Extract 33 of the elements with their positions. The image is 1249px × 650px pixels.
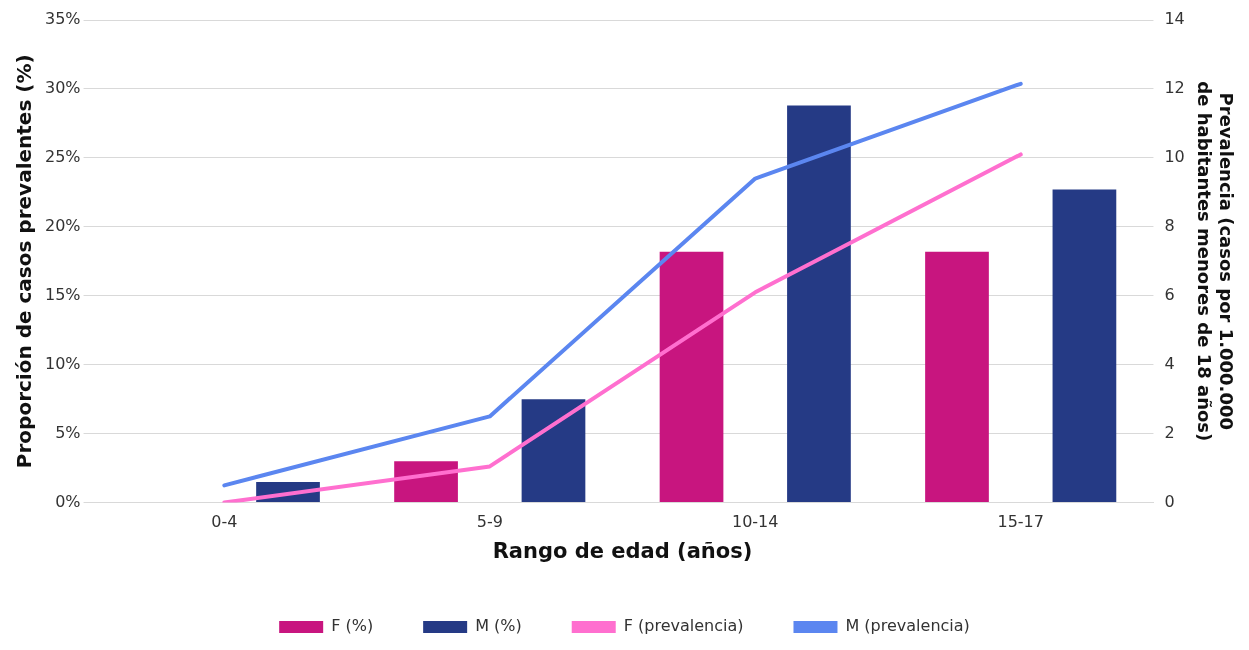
y2-axis-title: Prevalencia (casos por 1.000.000 de habitantes menores de 18 años) — [1193, 81, 1237, 442]
y-tick-label: 0% — [55, 491, 81, 511]
legend-label: F (%) — [331, 616, 374, 636]
y-axis-title: Proporción de casos prevalentes (%) — [12, 54, 37, 469]
y2-tick-label: 14 — [1164, 9, 1185, 29]
x-tick-label: 0-4 — [211, 512, 238, 532]
bar — [659, 251, 724, 503]
legend-label: F (prevalencia) — [623, 616, 744, 636]
y-tick-label: 10% — [45, 353, 81, 373]
y2-tick-label: 8 — [1164, 215, 1175, 235]
x-tick-label: 5-9 — [476, 512, 503, 532]
bar — [521, 399, 586, 503]
bar — [394, 461, 458, 503]
legend-label: M (%) — [475, 616, 522, 636]
y2-tick-label: 0 — [1164, 491, 1175, 511]
y-tick-label: 5% — [55, 422, 81, 442]
x-axis-title: Rango de edad (años) — [492, 538, 753, 563]
bar — [1052, 189, 1117, 503]
y-tick-label: 30% — [45, 78, 81, 98]
y-tick-label: 15% — [45, 284, 81, 304]
y2-tick-label: 10 — [1164, 147, 1185, 167]
y2-tick-label: 2 — [1164, 422, 1175, 442]
bar — [787, 105, 851, 503]
x-tick-label: 10-14 — [731, 512, 779, 532]
legend-label: M (prevalencia) — [845, 616, 970, 636]
y-tick-label: 25% — [45, 147, 81, 167]
y-tick-label: 35% — [45, 9, 81, 29]
y-tick-label: 20% — [45, 215, 81, 235]
x-tick-label: 15-17 — [997, 512, 1044, 532]
y2-tick-label: 4 — [1164, 353, 1175, 373]
y2-tick-label: 12 — [1164, 78, 1185, 98]
y2-tick-label: 6 — [1164, 284, 1175, 304]
bar — [925, 251, 989, 503]
